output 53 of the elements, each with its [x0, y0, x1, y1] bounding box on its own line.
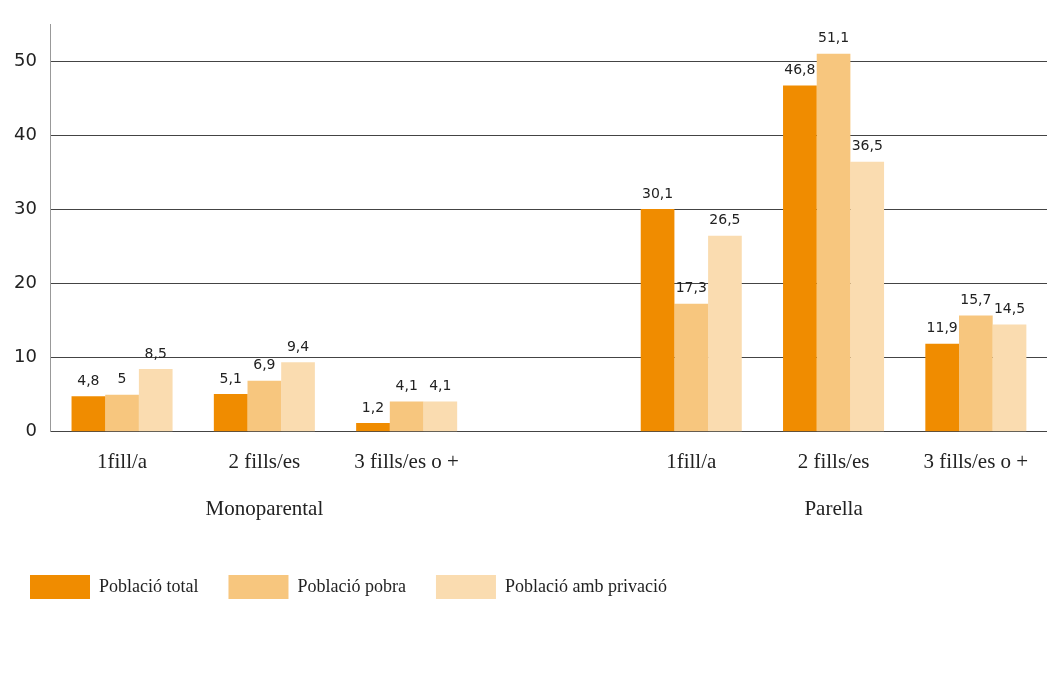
data-label: 9,4	[286, 337, 310, 354]
y-tick-label: 30	[14, 197, 37, 219]
data-label: 6,9	[253, 356, 276, 373]
bar	[71, 396, 106, 432]
bar	[423, 401, 458, 432]
data-label: 5	[117, 370, 127, 387]
bar	[640, 209, 675, 432]
bar	[105, 394, 139, 432]
bar	[959, 315, 993, 432]
data-label: 36,5	[851, 137, 883, 154]
x-tick-label: 1fill/a	[96, 448, 148, 473]
bar	[674, 303, 709, 432]
bar	[356, 422, 390, 432]
bar	[708, 235, 742, 432]
legend-label: Població pobra	[297, 575, 406, 596]
data-label: 46,8	[784, 61, 816, 78]
text: Monoparental	[205, 496, 324, 521]
bar	[247, 380, 282, 432]
x-tick-label: 3 fills/es o +	[354, 448, 459, 473]
bar	[389, 401, 424, 432]
legend-label: Població amb privació	[504, 575, 667, 596]
y-tick-label: 20	[14, 271, 37, 293]
data-label: 4,1	[429, 377, 452, 394]
data-label: 1,2	[361, 398, 385, 415]
y-tick-label: 10	[14, 345, 37, 367]
bar	[925, 343, 960, 432]
data-label: 26,5	[709, 211, 741, 228]
bar	[850, 161, 885, 432]
data-label: 15,7	[960, 291, 992, 308]
data-label: 17,3	[675, 279, 707, 296]
bar	[138, 368, 173, 432]
data-label: 4,1	[395, 377, 418, 394]
bar	[213, 394, 248, 432]
bar	[992, 324, 1027, 432]
x-tick-label: 2 fills/es	[797, 448, 870, 473]
bar	[816, 53, 851, 432]
data-label: 11,9	[926, 319, 958, 336]
y-tick-label: 50	[14, 49, 37, 71]
text: Parella	[804, 496, 864, 521]
x-tick-label: 2 fills/es	[228, 448, 301, 473]
y-tick-label: 40	[14, 123, 37, 145]
bar	[281, 362, 315, 432]
data-label: 51,1	[817, 29, 850, 46]
data-label: 14,5	[993, 300, 1026, 317]
x-tick-label: 3 fills/es o +	[923, 448, 1029, 473]
legend-label: Població total	[99, 575, 199, 596]
y-tick-label: 0	[25, 419, 37, 441]
bar	[783, 85, 817, 432]
data-label: 30,1	[641, 184, 674, 201]
data-label: 4,8	[77, 371, 100, 388]
data-label: 5,1	[219, 369, 242, 386]
x-tick-label: 1fill/a	[666, 448, 717, 473]
data-label: 8,5	[144, 344, 167, 361]
